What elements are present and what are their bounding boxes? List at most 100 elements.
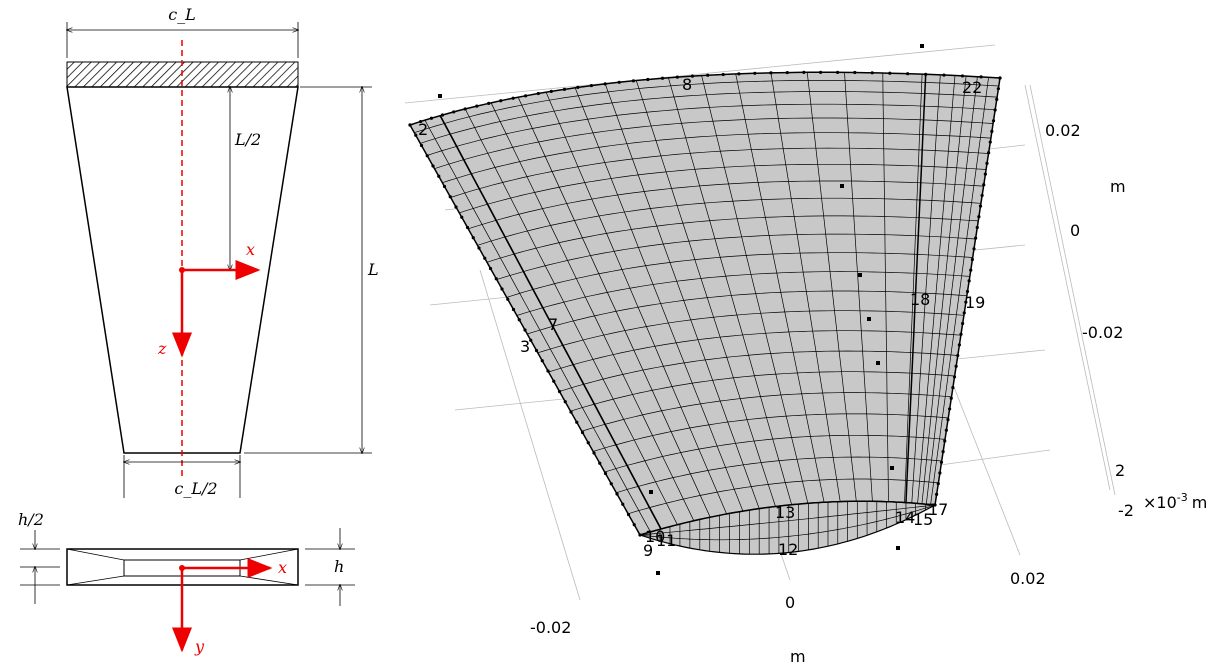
- unit: m: [1110, 177, 1126, 196]
- edge-label: 9: [643, 541, 653, 560]
- mesh-node: [935, 493, 938, 496]
- tick-label: 0.02: [1010, 569, 1046, 588]
- mesh-node: [512, 97, 515, 100]
- mesh-node: [598, 462, 601, 465]
- tick-label: 0: [1070, 221, 1080, 240]
- mesh-node: [472, 236, 475, 239]
- mesh-node: [437, 175, 440, 178]
- mesh-node: [786, 71, 789, 74]
- mesh-node: [994, 108, 997, 111]
- mesh-node: [974, 237, 977, 240]
- schematic: c_L L/2 L x z c_L/2 h/2 h x y: [18, 5, 379, 656]
- mesh-node: [753, 72, 756, 75]
- mesh-node: [535, 349, 538, 352]
- edge-label: 11: [656, 531, 676, 550]
- point: [890, 466, 894, 470]
- mesh-node: [995, 98, 998, 101]
- mesh-node: [968, 279, 971, 282]
- mesh-node: [575, 421, 578, 424]
- mesh-node: [871, 71, 874, 74]
- mesh-node: [441, 113, 444, 116]
- mesh-node: [464, 107, 467, 110]
- mesh-node: [972, 247, 975, 250]
- mesh-node: [550, 90, 553, 93]
- edge-label: 8: [682, 75, 692, 94]
- mesh-node: [581, 431, 584, 434]
- mesh-node: [449, 195, 452, 198]
- mesh-node: [426, 154, 429, 157]
- mesh-node: [587, 441, 590, 444]
- mesh-node: [558, 390, 561, 393]
- mesh-node: [924, 73, 927, 76]
- mesh-node: [992, 119, 995, 122]
- mesh-node: [487, 102, 490, 105]
- mesh-node: [985, 162, 988, 165]
- exponent: -3: [1177, 491, 1188, 504]
- mesh-node: [971, 258, 974, 261]
- mesh-node: [518, 318, 521, 321]
- point: [867, 317, 871, 321]
- mesh-node: [948, 407, 951, 410]
- mesh-node: [956, 354, 959, 357]
- mesh-node: [722, 73, 725, 76]
- mesh-node: [989, 140, 992, 143]
- tick-label: 0: [785, 593, 795, 612]
- mesh-node: [969, 269, 972, 272]
- mesh-node: [576, 86, 579, 89]
- label: x: [246, 240, 255, 259]
- label: L: [367, 260, 379, 279]
- label: y: [194, 637, 205, 656]
- mesh-node: [546, 369, 549, 372]
- tick-label: -0.02: [1082, 323, 1123, 342]
- mesh-node: [475, 104, 478, 107]
- mesh-node: [982, 183, 985, 186]
- mesh-node: [638, 533, 641, 536]
- point: [896, 546, 900, 550]
- mesh-node: [500, 287, 503, 290]
- mesh-node: [541, 359, 544, 362]
- mesh-node: [483, 257, 486, 260]
- mesh-node: [633, 523, 636, 526]
- mesh-node: [955, 365, 958, 368]
- point: [840, 184, 844, 188]
- mesh-node: [769, 71, 772, 74]
- mesh-node: [592, 451, 595, 454]
- mesh-node: [523, 328, 526, 331]
- mesh-node: [604, 472, 607, 475]
- edge-label: 22: [962, 78, 982, 97]
- label: h/2: [18, 510, 44, 529]
- mesh-node: [676, 76, 679, 79]
- mesh-node: [976, 226, 979, 229]
- mesh-node: [946, 418, 949, 421]
- point: [920, 44, 924, 48]
- mesh-node: [958, 343, 961, 346]
- point: [438, 94, 442, 98]
- tick-label: 2: [1115, 461, 1125, 480]
- mesh-node: [420, 144, 423, 147]
- point: [649, 490, 653, 494]
- label: c_L/2: [174, 479, 217, 498]
- mesh-node: [945, 429, 948, 432]
- mesh-node: [981, 194, 984, 197]
- mesh-node: [506, 298, 509, 301]
- mesh-node: [906, 72, 909, 75]
- mesh-node: [984, 172, 987, 175]
- mesh-node: [564, 400, 567, 403]
- mesh-node: [615, 492, 618, 495]
- mesh-node: [408, 123, 411, 126]
- mesh: [408, 71, 1001, 554]
- unit: m: [790, 647, 806, 666]
- mesh-node: [937, 482, 940, 485]
- unit: m: [1192, 493, 1208, 512]
- mesh-node: [621, 503, 624, 506]
- label: c_L: [168, 5, 196, 24]
- edge-label: 7: [548, 315, 558, 334]
- edge-label: 12: [778, 540, 798, 559]
- point: [858, 273, 862, 277]
- mesh-node: [646, 78, 649, 81]
- mesh-node: [430, 117, 433, 120]
- label: L/2: [234, 130, 261, 149]
- unit: ×10-3m: [1143, 491, 1207, 512]
- mesh-node: [552, 380, 555, 383]
- mesh-node: [819, 71, 822, 74]
